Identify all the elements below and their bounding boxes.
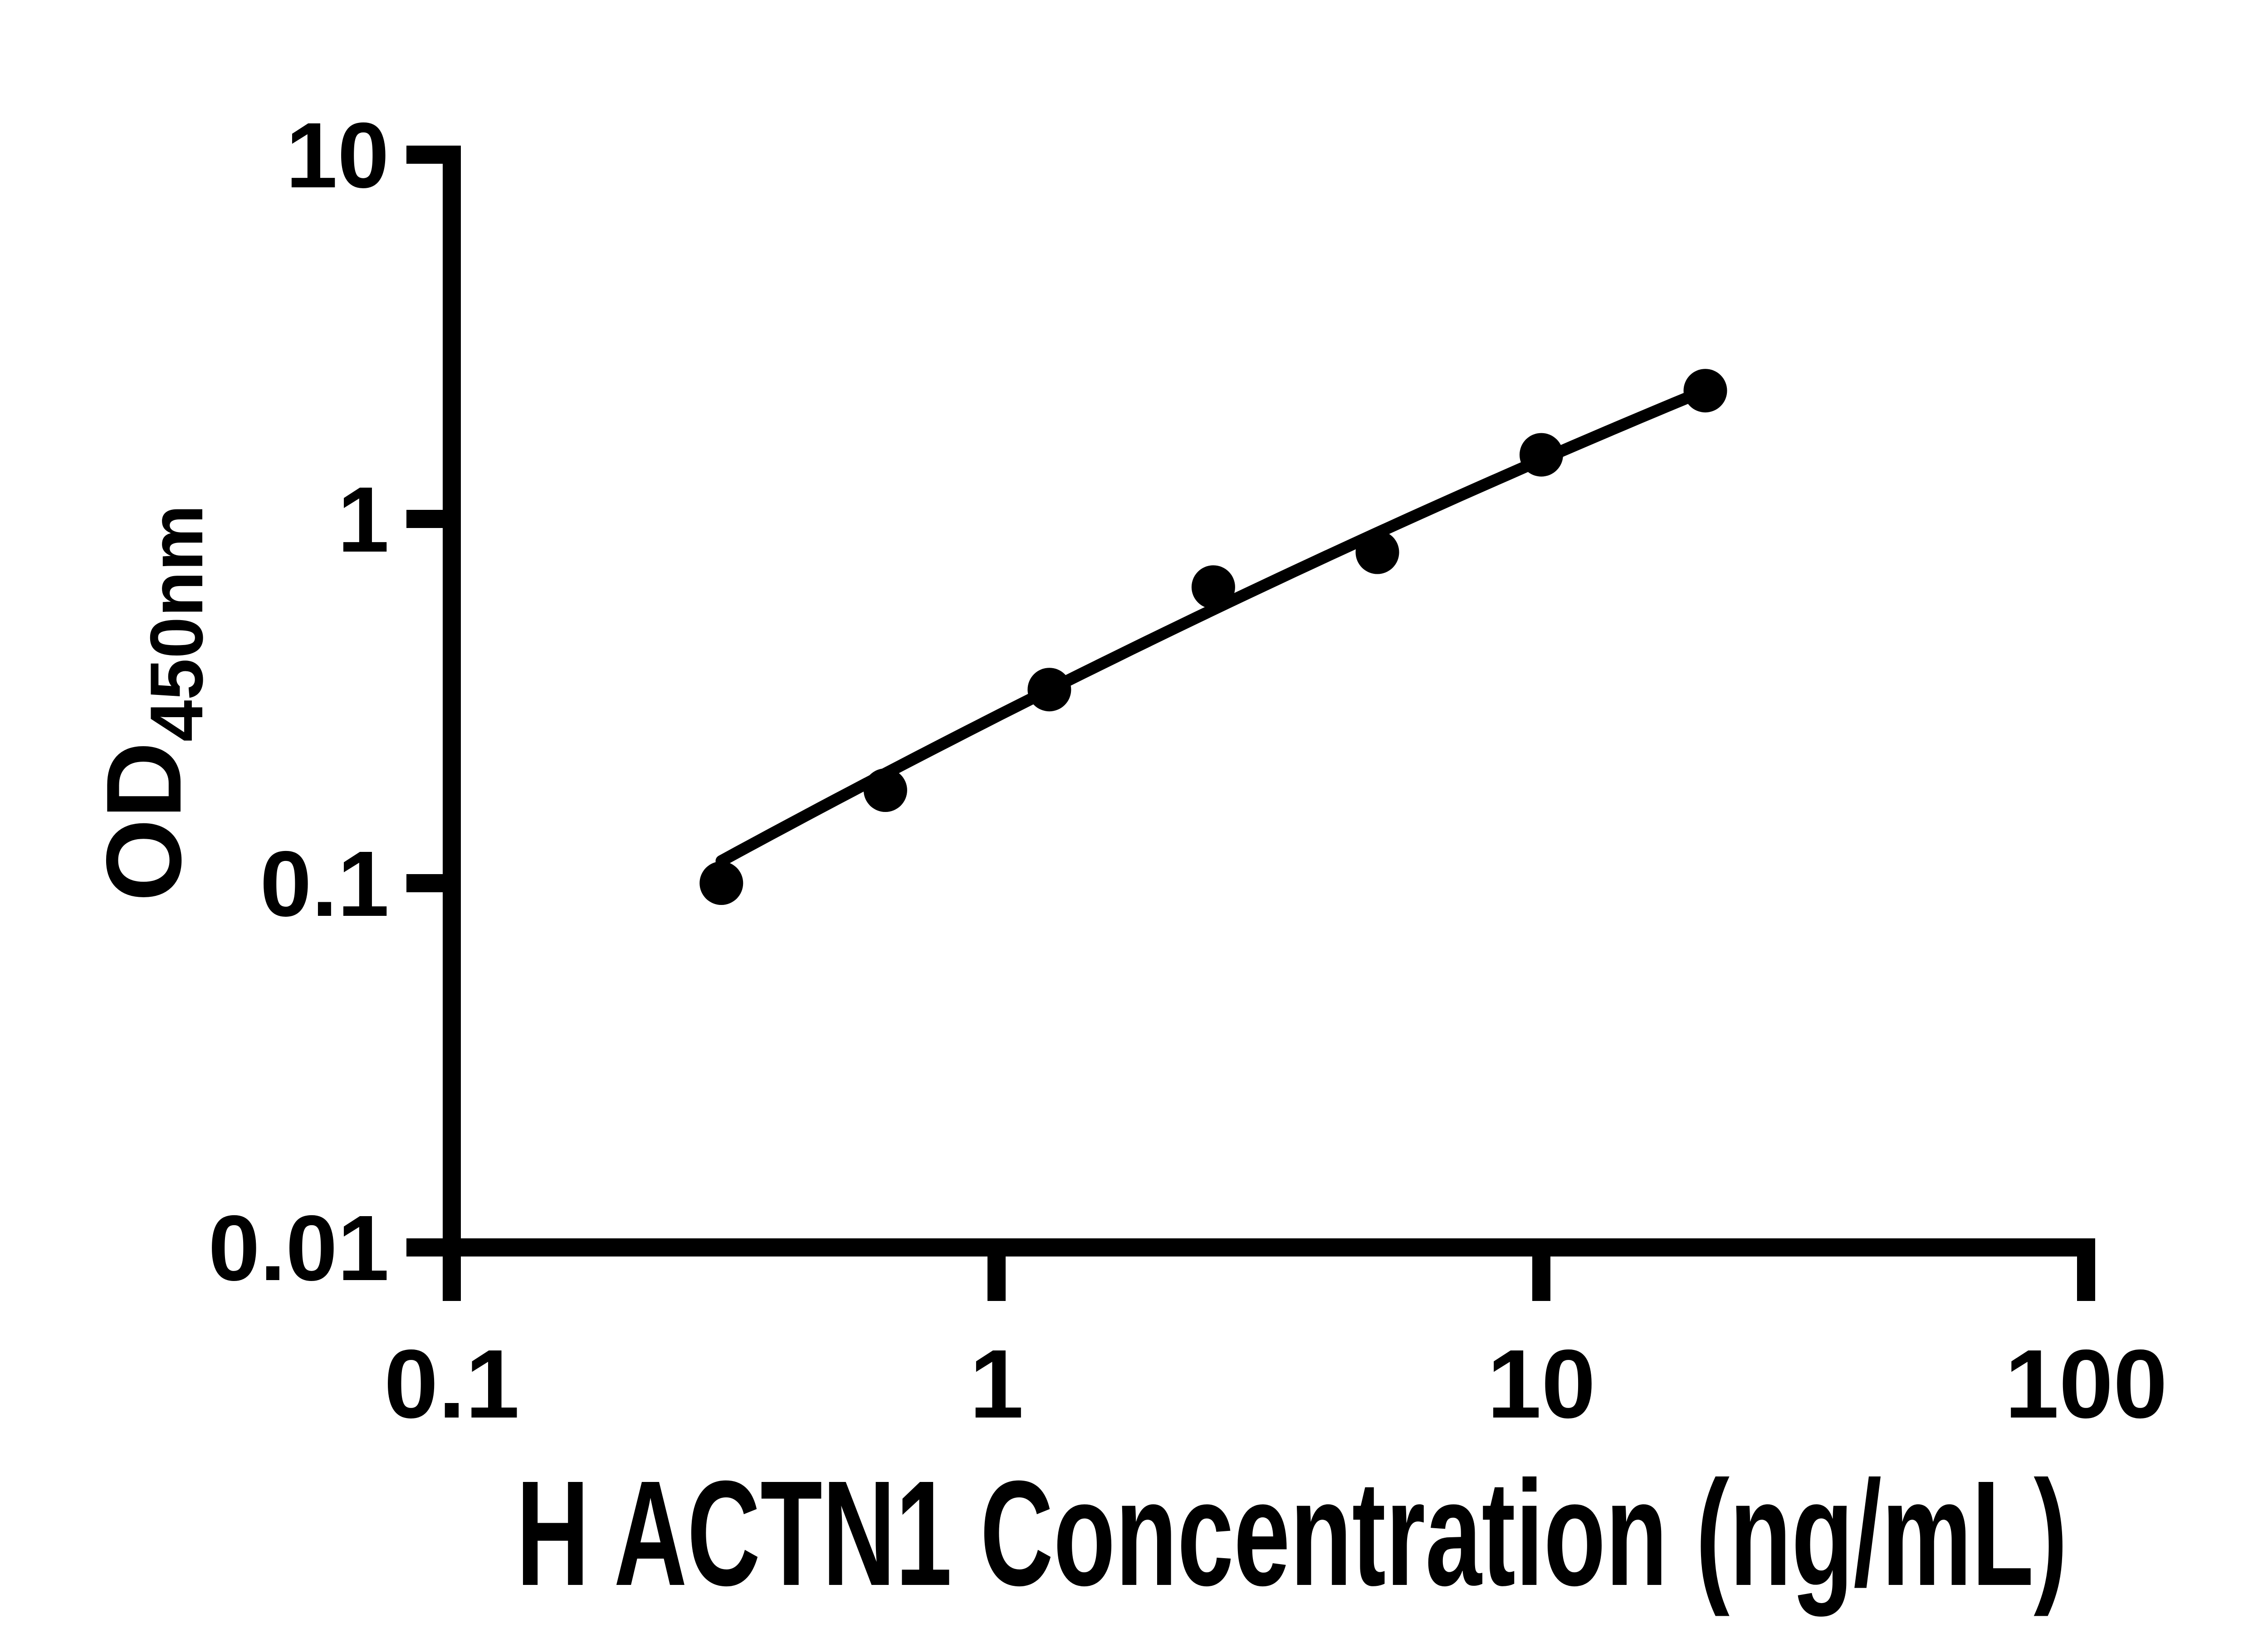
svg-text:OD450nm: OD450nm xyxy=(84,504,218,901)
data-point xyxy=(1520,433,1563,477)
y-axis-title-main: OD xyxy=(84,742,203,902)
x-tick-label: 100 xyxy=(2005,1329,2168,1438)
data-point xyxy=(863,768,907,812)
data-point xyxy=(1027,668,1071,712)
plot-area: 0.01 0.1 1 10 0.1 1 10 100 xyxy=(208,103,2167,1438)
y-tick-label: 10 xyxy=(286,103,389,207)
x-tick-label: 0.1 xyxy=(384,1329,520,1438)
y-tick-label: 0.1 xyxy=(260,832,389,936)
x-tick-label: 10 xyxy=(1487,1329,1595,1438)
x-tick-label: 1 xyxy=(969,1329,1024,1438)
y-axis-title: OD450nm xyxy=(84,504,218,901)
data-point xyxy=(1683,369,1727,413)
data-point xyxy=(1355,530,1399,574)
data-point xyxy=(699,861,743,905)
y-axis-title-sub: 450nm xyxy=(135,504,218,742)
y-tick-label: 1 xyxy=(337,468,389,572)
data-point xyxy=(1191,565,1235,609)
y-tick-label: 0.01 xyxy=(208,1196,389,1300)
x-axis-title: H ACTN1 Concentration (ng/mL) xyxy=(516,1449,2068,1618)
